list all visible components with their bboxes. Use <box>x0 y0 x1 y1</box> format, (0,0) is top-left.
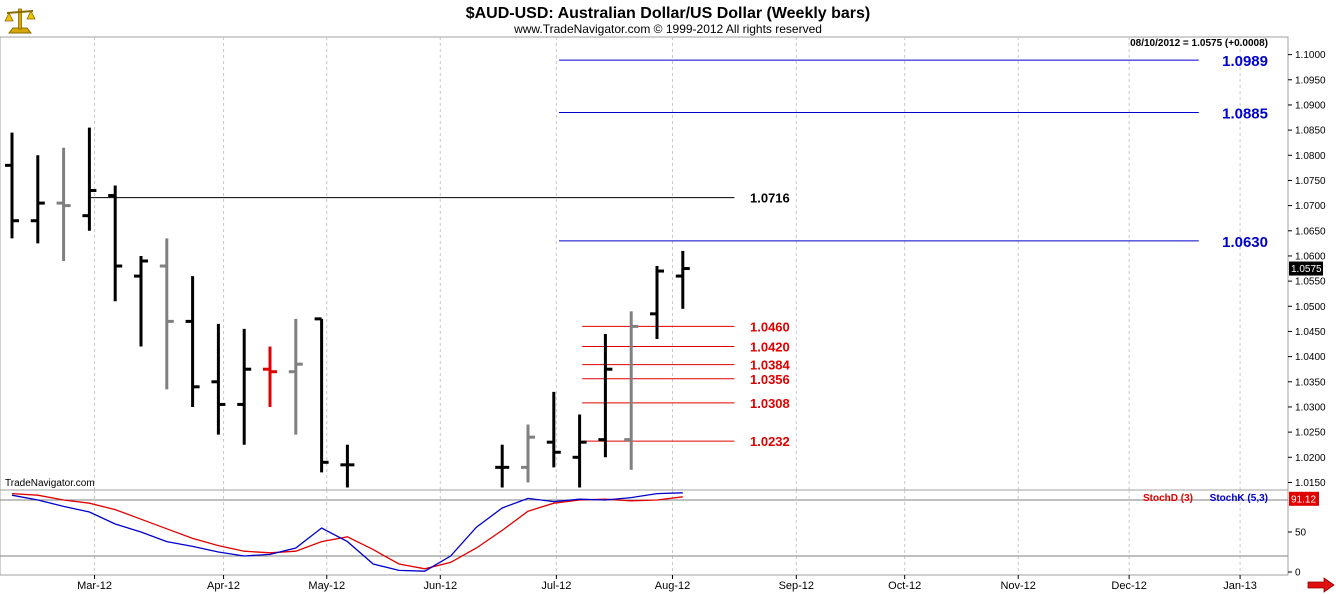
x-tick-label: Aug-12 <box>655 580 690 592</box>
y-tick-label: 1.0950 <box>1295 75 1326 86</box>
ohlc-bar <box>56 147 71 261</box>
x-axis: Mar-12 Apr-12 May-12 Jun-12 Jul-12 Aug-12 Sep-… <box>77 575 1257 592</box>
y-tick-label: 1.0900 <box>1295 100 1326 111</box>
ohlc-bar <box>314 317 329 473</box>
y-tick-label: 1.0350 <box>1295 377 1326 388</box>
page-title: $AUD-USD: Australian Dollar/US Dollar (W… <box>466 5 871 22</box>
level-label: 1.0630 <box>1222 234 1268 251</box>
y-tick-label: 1.0700 <box>1295 201 1326 212</box>
x-tick-label: Sep-12 <box>779 580 814 592</box>
x-tick-label: Jan-13 <box>1223 580 1257 592</box>
x-tick-label: Dec-12 <box>1111 580 1146 592</box>
y-tick-label: 1.0800 <box>1295 151 1326 162</box>
y-tick-label: 1.0300 <box>1295 402 1326 413</box>
legend-stochd: StochD (3) <box>1143 493 1193 504</box>
ohlc-bar <box>288 318 303 435</box>
stochastic-legend: StochD (3) StochK (5,3) <box>1143 493 1268 504</box>
stoch-tick-label: 50 <box>1295 528 1307 539</box>
level-label: 1.0308 <box>750 396 790 411</box>
y-tick-label: 1.0500 <box>1295 302 1326 313</box>
stochastic-panel: 50 0 91.12 StochD (3) StochK (5,3) <box>0 489 1319 579</box>
watermark-label: TradeNavigator.com <box>5 478 95 489</box>
y-tick-label: 1.0650 <box>1295 226 1326 237</box>
x-tick-label: Mar-12 <box>77 580 112 592</box>
ohlc-bar <box>495 444 510 488</box>
ohlc-bar <box>572 414 587 488</box>
copyright-subtitle: www.TradeNavigator.com © 1999-2012 All r… <box>513 22 822 36</box>
y-tick-label: 1.1000 <box>1295 50 1326 61</box>
scales-icon <box>4 8 36 34</box>
stoch-tick-label: 0 <box>1295 568 1301 579</box>
y-tick-label: 1.0850 <box>1295 126 1326 137</box>
ohlc-bar <box>624 311 639 470</box>
price-bars <box>5 127 690 488</box>
level-label: 1.0460 <box>750 319 790 334</box>
stoch-last-value-label: 91.12 <box>1291 494 1316 505</box>
level-label: 1.0232 <box>750 434 790 449</box>
price-levels: 1.0989 1.0885 1.0716 1.0630 1.0460 1.0420 1.03… <box>89 53 1268 449</box>
ohlc-bar <box>237 328 252 445</box>
x-tick-label: Apr-12 <box>207 580 240 592</box>
last-price-label: 1.0575 <box>1291 264 1322 275</box>
price-plot-area <box>0 36 1289 491</box>
ohlc-bar <box>546 391 561 468</box>
stochastic-axis: 50 0 91.12 <box>1288 491 1319 579</box>
stochastic-series-line <box>11 492 683 570</box>
stochastic-lines <box>11 492 683 572</box>
ohlc-bar <box>108 185 123 302</box>
ohlc-bar <box>521 424 535 483</box>
stochastic-series-line <box>11 492 683 572</box>
ohlc-bar <box>650 266 664 339</box>
stochastic-plot-area <box>0 489 1289 576</box>
price-panel: 1.0989 1.0885 1.0716 1.0630 1.0460 1.0420 1.03… <box>0 36 1326 491</box>
legend-stochk: StochK (5,3) <box>1210 493 1268 504</box>
ohlc-bar <box>134 255 148 347</box>
y-tick-label: 1.0400 <box>1295 352 1326 363</box>
y-tick-label: 1.0200 <box>1295 453 1326 464</box>
ohlc-bar <box>211 323 226 435</box>
level-label: 1.0356 <box>750 372 790 387</box>
x-tick-label: Jun-12 <box>423 580 457 592</box>
ohlc-bar <box>5 132 19 239</box>
y-tick-label: 1.0450 <box>1295 327 1326 338</box>
x-tick-label: Nov-12 <box>1000 580 1035 592</box>
y-tick-label: 1.0250 <box>1295 428 1326 439</box>
level-label: 1.0989 <box>1222 53 1268 70</box>
y-tick-label: 1.0150 <box>1295 478 1326 489</box>
last-quote-label: 08/10/2012 = 1.0575 (+0.0008) <box>1130 38 1268 49</box>
x-tick-label: Oct-12 <box>888 580 921 592</box>
y-tick-label: 1.0750 <box>1295 176 1326 187</box>
ohlc-bar <box>159 238 174 390</box>
ohlc-bar <box>30 155 45 244</box>
x-tick-label: May-12 <box>308 580 345 592</box>
last-price-box <box>1289 261 1323 276</box>
header-band <box>0 0 1336 37</box>
right-arrow-icon[interactable] <box>1307 577 1335 593</box>
price-axis: 1.1000 1.0950 1.0900 1.0850 1.0800 1.0750 1.07… <box>1288 50 1326 489</box>
ohlc-bar <box>185 276 200 407</box>
ohlc-bar <box>598 333 613 458</box>
level-label: 1.0885 <box>1222 106 1268 123</box>
y-tick-label: 1.0550 <box>1295 277 1326 288</box>
ohlc-bar <box>675 250 690 309</box>
ohlc-bar <box>340 444 355 488</box>
level-label: 1.0384 <box>750 358 791 373</box>
y-tick-label: 1.0600 <box>1295 251 1326 262</box>
ohlc-bar <box>263 346 277 407</box>
level-label: 1.0420 <box>750 340 790 355</box>
stoch-last-value-box <box>1289 491 1319 506</box>
ohlc-bar <box>82 127 97 231</box>
x-tick-label: Jul-12 <box>541 580 571 592</box>
level-label: 1.0716 <box>750 191 790 206</box>
